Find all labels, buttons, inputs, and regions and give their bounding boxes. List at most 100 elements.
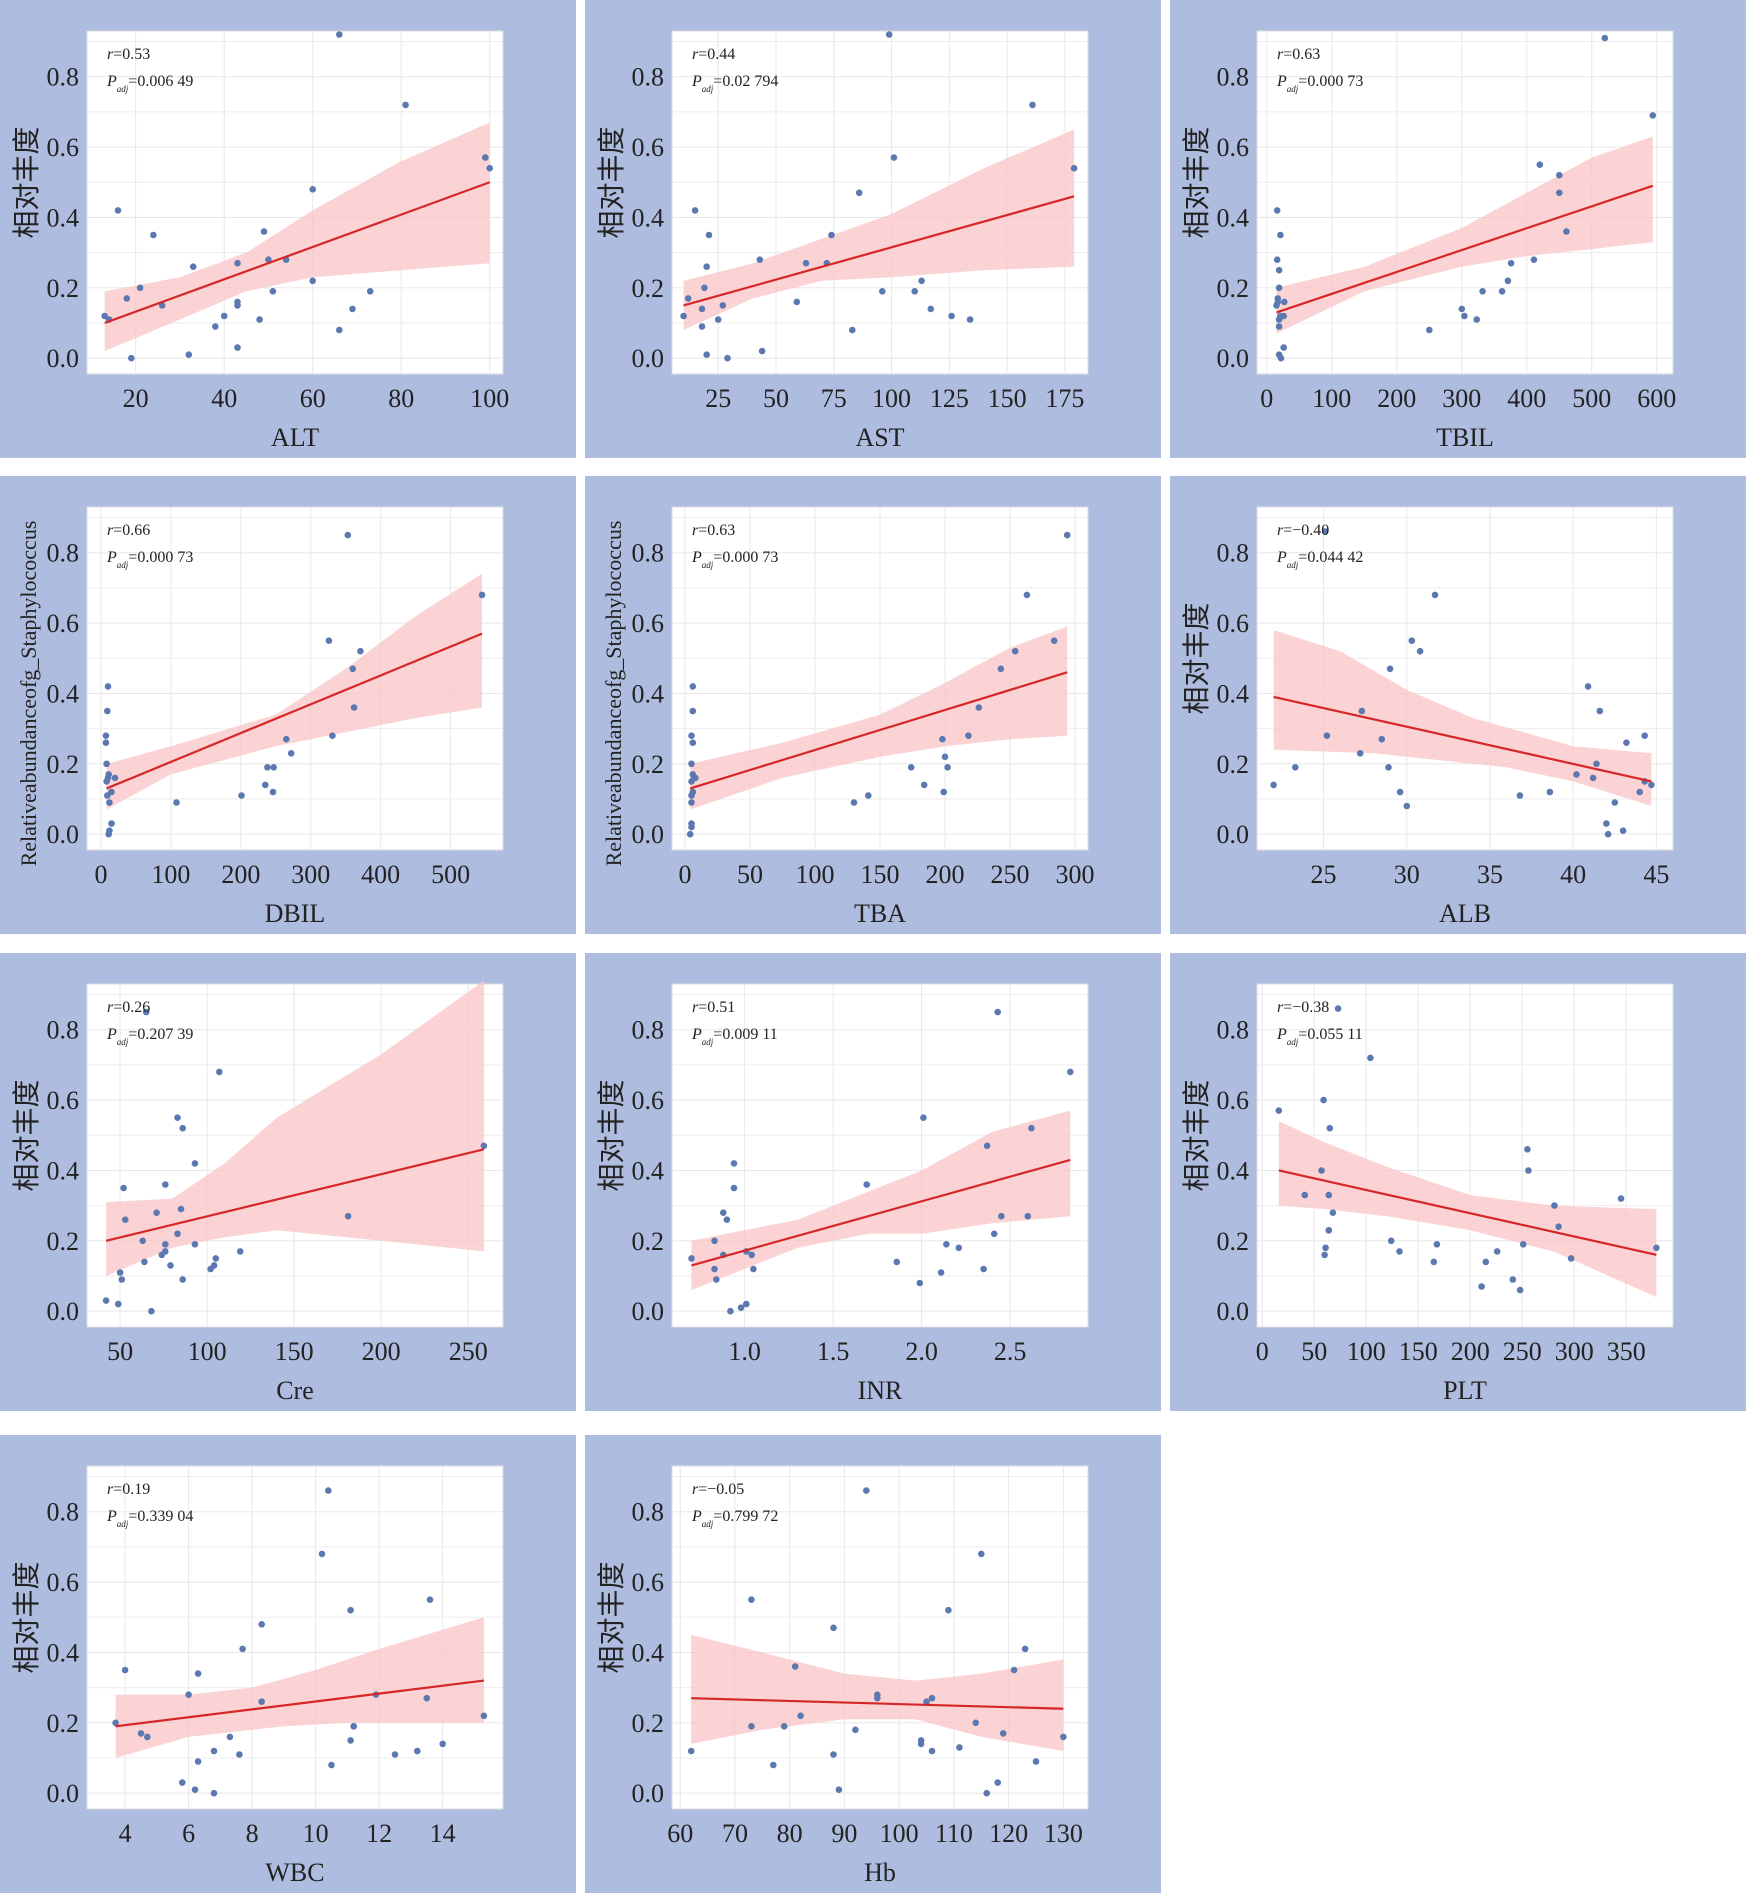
data-point bbox=[177, 1205, 185, 1213]
data-point bbox=[179, 1124, 186, 1132]
data-point bbox=[972, 1719, 980, 1727]
x-tick-label: 25 bbox=[705, 384, 731, 413]
data-point bbox=[703, 263, 710, 271]
data-point bbox=[1596, 707, 1604, 715]
data-point bbox=[144, 1733, 151, 1741]
data-point bbox=[1275, 266, 1283, 274]
data-point bbox=[1593, 760, 1600, 768]
data-point bbox=[115, 1300, 122, 1308]
data-point bbox=[349, 305, 356, 313]
r-value-text: r=0.63 bbox=[1277, 46, 1320, 63]
data-point bbox=[234, 259, 241, 267]
data-point bbox=[265, 256, 272, 264]
data-point bbox=[835, 1786, 843, 1793]
data-point bbox=[1493, 1248, 1501, 1255]
data-point bbox=[885, 31, 893, 38]
data-point bbox=[258, 1698, 266, 1705]
y-tick-label: 0.6 bbox=[47, 133, 80, 162]
data-point bbox=[336, 31, 343, 38]
data-point bbox=[1273, 256, 1281, 264]
data-point bbox=[1325, 1227, 1333, 1234]
data-point bbox=[802, 259, 810, 267]
chart-panel-ast: 0.0 0.2 0.4 0.6 0.8 25 50 75 100 125 150 175 AST 相对丰度… bbox=[585, 0, 1161, 458]
data-point bbox=[711, 1237, 718, 1245]
x-tick-label: 10 bbox=[303, 1819, 329, 1848]
data-point bbox=[350, 1723, 358, 1730]
data-point bbox=[108, 788, 115, 796]
y-axis-label: 相对丰度 bbox=[10, 126, 43, 238]
data-point bbox=[238, 792, 245, 799]
data-point bbox=[120, 1184, 127, 1192]
data-point bbox=[234, 302, 241, 309]
data-point bbox=[893, 1258, 901, 1266]
y-axis-label: 相对丰度 bbox=[1180, 126, 1213, 238]
data-point bbox=[1546, 788, 1554, 796]
data-point bbox=[780, 1723, 788, 1730]
data-point bbox=[705, 231, 713, 239]
data-point bbox=[691, 207, 699, 214]
data-point bbox=[102, 739, 110, 746]
p-adj-value-text: Padj=0.000 73 bbox=[106, 549, 193, 570]
data-point bbox=[1458, 305, 1466, 313]
y-axis-label: 相对丰度 bbox=[10, 1079, 43, 1191]
p-adj-value-text: Padj=0.009 11 bbox=[691, 1026, 778, 1047]
data-point bbox=[1323, 732, 1331, 739]
x-tick-label: 40 bbox=[211, 384, 237, 413]
data-point bbox=[162, 1248, 169, 1255]
data-point bbox=[1604, 830, 1612, 838]
data-point bbox=[999, 1730, 1007, 1737]
data-point bbox=[220, 312, 228, 320]
data-point bbox=[1509, 1276, 1517, 1283]
scatter-plot: 0.0 0.2 0.4 0.6 0.8 0 50 100 150 200 250 300 350 PLT 相… bbox=[1180, 983, 1674, 1405]
chart-panel-tbil: 0.0 0.2 0.4 0.6 0.8 0 100 200 300 400 500 600 TBIL 相对… bbox=[1170, 0, 1746, 458]
data-point bbox=[1396, 788, 1404, 796]
data-point bbox=[478, 591, 486, 599]
data-point bbox=[1648, 781, 1655, 789]
p-adj-value-text: Padj=0.799 72 bbox=[691, 1508, 778, 1529]
y-tick-label: 0.8 bbox=[1217, 1016, 1250, 1045]
data-point bbox=[680, 312, 687, 320]
data-point bbox=[714, 316, 722, 323]
data-point bbox=[328, 1761, 335, 1769]
data-point bbox=[1530, 256, 1538, 264]
data-point bbox=[1322, 1244, 1329, 1252]
x-axis-label: WBC bbox=[265, 1858, 324, 1887]
data-point bbox=[688, 1255, 695, 1262]
data-point bbox=[879, 288, 886, 295]
stats-annotation: r=0.63 Padj=0.000 73 bbox=[691, 522, 778, 570]
data-point bbox=[917, 1740, 925, 1748]
data-point bbox=[1649, 112, 1657, 119]
regression-line bbox=[1276, 184, 1654, 314]
data-point bbox=[1551, 1202, 1558, 1209]
data-point bbox=[1479, 288, 1486, 295]
data-point bbox=[150, 231, 157, 239]
x-tick-label: 25 bbox=[1311, 860, 1337, 889]
x-tick-label: 300 bbox=[291, 860, 330, 889]
data-point bbox=[945, 1606, 952, 1614]
data-point bbox=[1063, 531, 1071, 539]
scatter-plot: 0.0 0.2 0.4 0.6 0.8 25 50 75 100 125 150 175 AST 相对丰度… bbox=[595, 30, 1089, 452]
data-point bbox=[980, 1265, 987, 1273]
x-tick-label: 1.0 bbox=[728, 1337, 761, 1366]
confidence-band bbox=[1276, 136, 1653, 334]
y-tick-label: 0.2 bbox=[47, 274, 80, 303]
data-point bbox=[234, 344, 241, 351]
confidence-band bbox=[691, 1110, 1071, 1291]
y-tick-label: 0.0 bbox=[1217, 1297, 1250, 1326]
y-tick-label: 0.6 bbox=[632, 609, 665, 638]
x-tick-label: 100 bbox=[872, 384, 911, 413]
data-point bbox=[112, 1719, 119, 1727]
x-tick-label: 8 bbox=[246, 1819, 259, 1848]
data-point bbox=[1277, 231, 1284, 239]
data-point bbox=[185, 351, 193, 359]
data-point bbox=[212, 323, 219, 330]
data-point bbox=[711, 1265, 718, 1273]
y-tick-label: 0.8 bbox=[47, 63, 80, 92]
data-point bbox=[226, 1733, 234, 1741]
y-tick-label: 0.6 bbox=[632, 1086, 665, 1115]
stats-annotation: r=0.19 Padj=0.339 04 bbox=[106, 1481, 193, 1529]
data-point bbox=[439, 1740, 447, 1748]
data-point bbox=[1482, 1258, 1490, 1266]
x-tick-label: 4 bbox=[119, 1819, 132, 1848]
data-point bbox=[162, 1241, 169, 1248]
